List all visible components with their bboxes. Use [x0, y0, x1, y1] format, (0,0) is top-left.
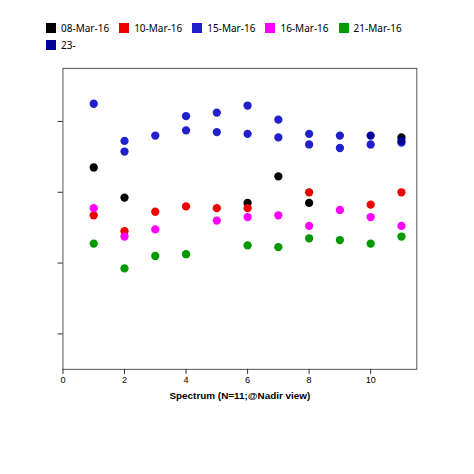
html-text:08-Mar-16: 08-Mar-16 — [61, 21, 110, 36]
html-text:15-Mar-16: 15-Mar-16 — [207, 21, 256, 36]
svg-text:8: 8 — [307, 375, 312, 385]
svg-text:Spectrum (N=11;@Nadir view): Spectrum (N=11;@Nadir view) — [169, 390, 310, 401]
svg-text:4: 4 — [184, 375, 189, 385]
html-text:16-Mar-16: 16-Mar-16 — [280, 21, 329, 36]
svg-text:10: 10 — [366, 375, 376, 385]
html-text:10-Mar-16: 10-Mar-16 — [134, 21, 183, 36]
svg-text:0: 0 — [60, 375, 65, 385]
svg-text:2: 2 — [122, 375, 127, 385]
html-text:23-: 23- — [61, 37, 76, 52]
html-text:21-Mar-16: 21-Mar-16 — [353, 21, 402, 36]
svg-text:6: 6 — [245, 375, 250, 385]
